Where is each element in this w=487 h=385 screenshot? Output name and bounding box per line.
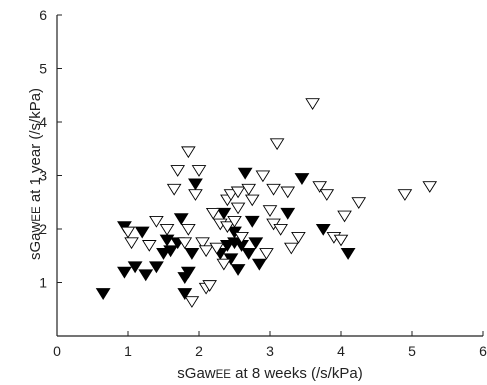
open-triangle-point bbox=[184, 296, 200, 308]
axes bbox=[56, 15, 483, 337]
open-triangle-point bbox=[230, 186, 246, 199]
open-triangle-point bbox=[351, 197, 367, 209]
open-triangle-point bbox=[188, 189, 203, 201]
filled-triangle-point bbox=[315, 223, 331, 236]
open-triangle-point bbox=[227, 215, 242, 228]
filled-triangle-point bbox=[127, 261, 143, 274]
y-tick-label: 3 bbox=[39, 168, 47, 184]
filled-triangle-point bbox=[159, 234, 175, 247]
open-triangle-point bbox=[149, 215, 164, 228]
y-tick-label: 6 bbox=[39, 7, 47, 23]
y-tick-label: 1 bbox=[39, 275, 47, 291]
open-triangle-point bbox=[255, 170, 271, 183]
open-triangle-point bbox=[241, 183, 257, 196]
filled-triangle-point bbox=[340, 248, 356, 260]
filled-triangle-point bbox=[138, 269, 154, 282]
open-triangle-point bbox=[312, 181, 328, 193]
x-tick-label: 1 bbox=[124, 343, 132, 359]
filled-triangle-point bbox=[148, 261, 164, 274]
x-axis-title: sGawEE at 8 weeks (/s/kPa) bbox=[177, 365, 362, 382]
open-triangle-point bbox=[209, 242, 225, 255]
open-triangle-point bbox=[259, 248, 274, 260]
open-triangle-point bbox=[141, 240, 157, 252]
open-triangle-point bbox=[280, 186, 296, 199]
filled-triangle-point bbox=[237, 167, 253, 180]
filled-triangle-point bbox=[241, 248, 257, 260]
open-triangle-point bbox=[205, 207, 221, 220]
open-triangle-point bbox=[266, 183, 281, 196]
filled-triangle-point bbox=[117, 266, 132, 279]
y-tick-label: 5 bbox=[39, 61, 47, 77]
open-triangle-point bbox=[283, 242, 299, 255]
x-axis-ticks: 0 1 2 3 4 5 6 bbox=[53, 331, 487, 359]
open-triangle-point bbox=[230, 202, 246, 215]
y-axis-ticks: 1 2 3 4 5 6 bbox=[39, 7, 62, 291]
open-triangle-point bbox=[177, 237, 193, 250]
open-triangle-point bbox=[291, 232, 306, 244]
open-triangle-point bbox=[223, 189, 239, 201]
filled-triangle-point bbox=[219, 240, 235, 252]
open-triangle-point bbox=[333, 234, 349, 247]
filled-triangle-point bbox=[184, 248, 200, 260]
filled-triangle-point bbox=[95, 288, 111, 300]
filled-triangle-point bbox=[163, 245, 179, 258]
x-tick-label: 0 bbox=[53, 343, 61, 359]
open-triangle-point bbox=[124, 237, 139, 250]
open-triangle-point bbox=[397, 189, 413, 201]
data-points bbox=[95, 98, 438, 308]
filled-triangle-point bbox=[188, 178, 203, 191]
filled-triangle-point bbox=[177, 288, 193, 300]
y-axis-title: sGawEE at 1 year (/s/kPa) bbox=[27, 88, 44, 260]
open-triangle-point bbox=[234, 232, 249, 244]
open-triangle-point bbox=[269, 138, 285, 151]
open-triangle-point bbox=[305, 98, 320, 110]
open-triangle-point bbox=[181, 223, 196, 236]
open-triangle-point bbox=[195, 237, 210, 250]
y-tick-label: 2 bbox=[39, 221, 47, 237]
open-triangle-point bbox=[159, 223, 175, 236]
x-tick-label: 6 bbox=[479, 343, 487, 359]
open-triangle-point bbox=[198, 245, 214, 258]
y-tick-label: 4 bbox=[39, 114, 47, 130]
open-triangle-point bbox=[220, 221, 235, 234]
filled-triangle-point bbox=[156, 248, 171, 260]
filled-triangle-point bbox=[280, 207, 296, 220]
open-triangle-point bbox=[166, 183, 182, 196]
filled-triangle-point bbox=[248, 237, 264, 250]
open-triangle-point bbox=[181, 146, 196, 159]
filled-triangle-point bbox=[244, 215, 260, 228]
open-triangle-point bbox=[262, 205, 278, 217]
filled-triangle-point bbox=[230, 264, 246, 276]
open-triangle-point bbox=[120, 226, 136, 239]
filled-triangle-point bbox=[251, 258, 267, 271]
open-triangle-point bbox=[319, 189, 335, 201]
filled-triangle-point bbox=[134, 226, 150, 239]
open-triangle-point bbox=[202, 280, 217, 292]
open-triangle-point bbox=[273, 223, 288, 236]
x-tick-label: 3 bbox=[266, 343, 274, 359]
x-tick-label: 5 bbox=[408, 343, 416, 359]
filled-triangle-point bbox=[173, 213, 189, 226]
open-triangle-point bbox=[337, 210, 352, 223]
open-triangle-point bbox=[244, 194, 260, 207]
open-triangle-point bbox=[216, 258, 232, 271]
filled-triangle-point bbox=[180, 266, 196, 279]
x-tick-label: 4 bbox=[337, 343, 345, 359]
filled-triangle-point bbox=[216, 207, 232, 220]
open-triangle-point bbox=[170, 165, 186, 177]
filled-triangle-point bbox=[294, 173, 310, 185]
open-triangle-point bbox=[422, 181, 438, 193]
x-tick-label: 2 bbox=[195, 343, 203, 359]
open-triangle-point bbox=[191, 165, 207, 177]
